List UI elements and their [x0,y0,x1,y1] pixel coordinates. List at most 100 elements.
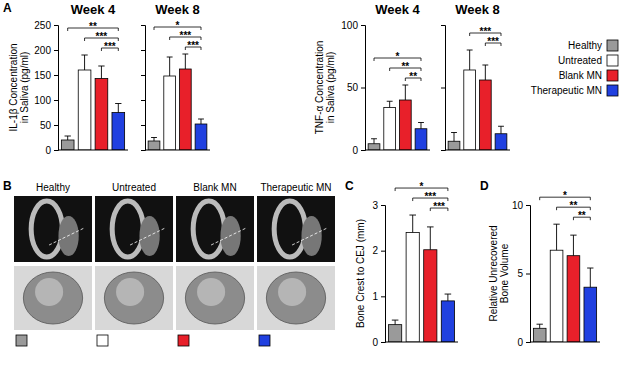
ct-slice [257,196,335,262]
y-axis-title-line: in Saliva (pg/ml) [325,52,336,124]
image-label: Healthy [36,182,70,193]
error-bar [198,119,204,124]
y-axis [441,26,446,151]
ct-render-bone [185,272,244,324]
y-tick: 0 [352,145,365,156]
ct-render [176,266,254,330]
legend-swatch [607,85,618,96]
panel-label: C [345,179,354,193]
image-color-key [259,335,270,346]
y-tick-mark [361,25,365,26]
error-bar [587,268,593,287]
y-axis-title-line: in Saliva (pg/ml) [19,52,30,124]
error-bar [151,138,157,142]
y-tick-mark [141,75,145,76]
error-bar [451,133,457,142]
x-axis [445,150,510,151]
y-tick-mark [381,296,385,297]
bar [550,250,563,342]
legend-label: Untreated [558,55,602,66]
chart: Week 4050100TNF-α Concentrationin Saliva… [314,2,430,156]
ct-slice [95,196,173,262]
y-tick-mark [141,125,145,126]
y-axis-line [141,26,146,151]
bar [415,129,427,150]
image-label: Untreated [112,182,156,193]
significance-label: ** [570,200,578,211]
panel-label: B [3,179,12,193]
y-tick-mark [141,25,145,26]
y-tick: 250 [34,20,58,31]
y-tick: 100 [34,95,58,106]
chart: 0510Relative UnrecoveredBone Volume***** [488,190,600,348]
x-axis-line [145,150,210,151]
y-tick-mark [361,88,365,89]
y-axis-line [526,206,531,343]
error-bar [115,104,121,113]
error-bar [182,54,188,69]
y-tick-label: 0 [517,337,523,348]
significance-label: ** [409,71,417,82]
y-tick [141,150,145,151]
plot-area [389,215,455,342]
x-axis [385,342,458,343]
ct-tooth [193,201,224,257]
panel-label: D [480,179,489,193]
y-tick-mark [54,75,58,76]
y-tick-mark [526,274,530,275]
y-tick [441,150,445,151]
bar [368,144,380,150]
error-bar [445,294,452,301]
bar [95,79,108,151]
significance-label: *** [487,36,499,47]
error-bar [482,65,488,80]
ct-render-bone [266,272,325,324]
bar [78,70,91,150]
y-tick-label: 250 [34,20,51,31]
y-tick-mark [361,150,365,151]
y-tick [441,25,445,26]
y-tick-label: 200 [34,45,51,56]
y-axis [141,26,146,151]
significance-label: *** [433,201,445,212]
y-tick-mark [526,342,530,343]
x-axis-line [385,342,458,343]
ct-render-tooth [35,278,63,306]
y-axis-title: Bone Crest to CEJ (mm) [355,219,366,328]
chart-title: Week 4 [71,2,116,17]
error-bar [418,123,424,129]
y-tick-label: 0 [372,337,378,348]
y-tick: 100 [341,20,365,31]
ct-measure-line [130,228,165,245]
y-tick-label: 50 [347,82,359,93]
legend-swatch [607,70,618,81]
ct-render [14,266,92,330]
y-tick-label: 100 [34,95,51,106]
y-axis-title-line: TNF-α Concentration [314,41,325,135]
legend-label: Blank MN [559,70,602,81]
chart: Week 8****** [441,2,510,151]
ct-render [95,266,173,330]
y-tick [141,75,145,76]
significance-label: ** [578,210,586,221]
y-tick-mark [441,150,445,151]
bar [399,100,411,150]
bar [164,76,176,150]
y-tick: 3 [372,200,385,211]
y-tick-mark [54,100,58,101]
y-tick: 0 [45,145,58,156]
ct-tooth [274,201,305,257]
ct-render-tooth [197,278,225,306]
ct-measure-line [292,228,327,245]
y-tick: 2 [372,245,385,256]
x-axis-line [530,342,600,343]
ct-render [257,266,335,330]
chart: 0123Bone Crest to CEJ (mm)******* [355,181,458,348]
bar [441,301,454,342]
y-axis: 0 50 100 [341,20,365,156]
bar [464,70,476,150]
y-tick-mark [141,100,145,101]
y-axis: 0510 [512,200,531,348]
bar [495,134,507,150]
y-axis-title-line: IL-1β Concentration [8,43,19,131]
